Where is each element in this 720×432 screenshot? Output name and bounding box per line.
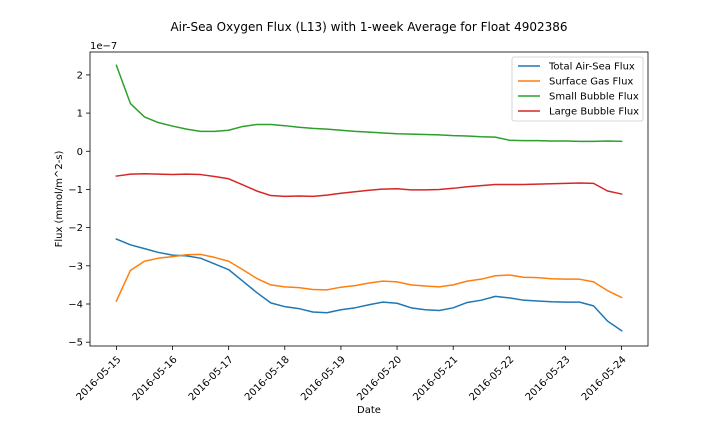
x-tick-label-1: 2016-05-16 — [131, 354, 180, 403]
chart-title: Air-Sea Oxygen Flux (L13) with 1-week Av… — [170, 20, 567, 34]
y-axis-multiplier: 1e−7 — [90, 41, 117, 52]
y-axis-label: Flux (mmol/m^2-s) — [54, 150, 65, 247]
y-tick-label-6: 1 — [77, 109, 83, 120]
x-tick-label-4: 2016-05-19 — [299, 354, 348, 403]
legend-label-1: Surface Gas Flux — [549, 77, 633, 88]
legend-label-3: Large Bubble Flux — [549, 107, 639, 118]
y-tick-label-2: −3 — [68, 261, 83, 272]
y-tick-label-3: −2 — [68, 223, 83, 234]
y-tick-label-0: −5 — [68, 338, 83, 349]
x-tick-label-5: 2016-05-20 — [355, 354, 404, 403]
legend-label-0: Total Air-Sea Flux — [548, 62, 635, 73]
series-line-1 — [115, 253, 623, 302]
plot-frame — [89, 51, 649, 347]
y-tick-label-4: −1 — [68, 185, 83, 196]
x-axis-label: Date — [357, 405, 381, 416]
legend-label-2: Small Bubble Flux — [549, 92, 639, 103]
series-line-2 — [115, 64, 623, 143]
x-tick-label-3: 2016-05-18 — [243, 354, 292, 403]
y-tick-label-1: −4 — [68, 300, 83, 311]
x-tick-label-7: 2016-05-22 — [468, 354, 517, 403]
x-tick-label-6: 2016-05-21 — [411, 354, 460, 403]
x-tick-label-2: 2016-05-17 — [187, 354, 236, 403]
legend-box — [511, 56, 644, 122]
series-line-3 — [115, 173, 623, 198]
y-tick-label-5: 0 — [77, 147, 83, 158]
y-tick-label-7: 2 — [77, 70, 83, 81]
x-tick-label-0: 2016-05-15 — [75, 354, 124, 403]
series-line-0 — [115, 238, 623, 332]
legend: Total Air-Sea Flux Surface Gas Flux Small … — [511, 56, 644, 122]
x-tick-label-8: 2016-05-23 — [524, 354, 573, 403]
x-tick-label-9: 2016-05-24 — [580, 354, 629, 403]
